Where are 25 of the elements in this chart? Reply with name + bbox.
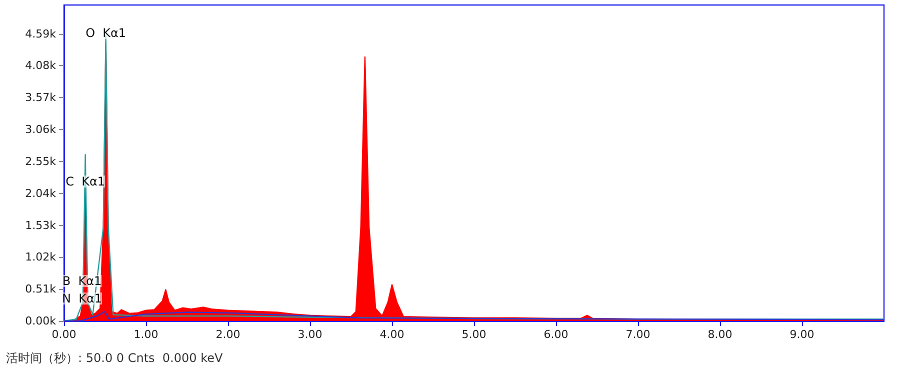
y-tick-label: 2.04k <box>25 186 57 200</box>
x-tick-label: 6.00 <box>544 328 568 341</box>
text: 活时间（秒）: 50.0 0 Cnts 0.000 keV <box>6 351 224 365</box>
y-tick-label: 3.06k <box>25 123 57 136</box>
x-tick-label: 8.00 <box>708 328 732 341</box>
x-tick-label: 5.00 <box>462 328 486 341</box>
x-tick-label: 9.00 <box>790 328 814 341</box>
x-tick-label: 7.00 <box>626 328 650 341</box>
x-tick-label: 0.00 <box>52 328 76 341</box>
y-tick-label: 4.59k <box>25 27 57 40</box>
x-tick-label: 4.00 <box>380 328 404 341</box>
y-tick-label: 1.02k <box>25 250 57 264</box>
y-tick-label: 3.57k <box>25 91 57 104</box>
annotation: O Kα1 <box>86 26 126 40</box>
y-tick-label: 0.51k <box>25 282 57 296</box>
y-tick-label: 2.55k <box>25 154 57 168</box>
x-tick-label: 2.00 <box>216 328 240 341</box>
x-tick-label: 1.00 <box>134 328 158 341</box>
y-tick-label: 4.08k <box>25 59 57 72</box>
annotation: B Kα1 <box>62 274 102 288</box>
x-tick-label: 3.00 <box>298 328 322 341</box>
annotation: C Kα1 <box>66 174 106 188</box>
y-tick-label: 1.53k <box>25 218 57 232</box>
y-tick-label: 0.00k <box>25 314 57 328</box>
annotation: N Kα1 <box>62 291 102 306</box>
